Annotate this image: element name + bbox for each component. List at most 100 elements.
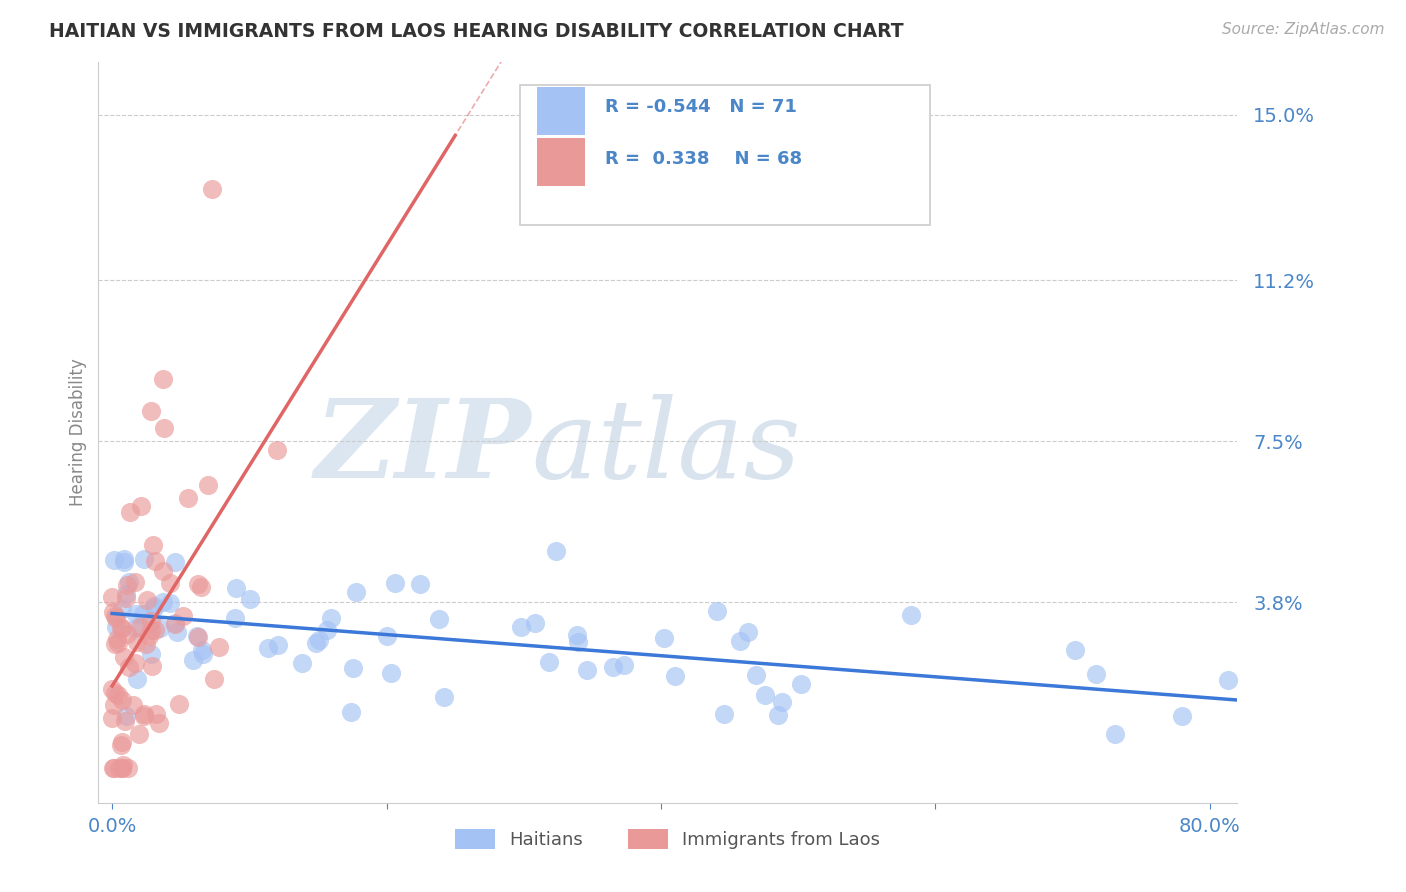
Text: ZIP: ZIP [315, 393, 531, 501]
FancyBboxPatch shape [537, 87, 585, 135]
Text: HAITIAN VS IMMIGRANTS FROM LAOS HEARING DISABILITY CORRELATION CHART: HAITIAN VS IMMIGRANTS FROM LAOS HEARING … [49, 22, 904, 41]
Point [111, 693, 134, 707]
Point [124, 575, 146, 590]
Point [197, 478, 219, 492]
Point [107, 636, 129, 650]
Point [124, 657, 146, 671]
Point [143, 601, 166, 615]
Point [117, 575, 139, 590]
Point [103, 605, 125, 619]
FancyBboxPatch shape [537, 138, 585, 186]
Point [266, 443, 288, 458]
Point [110, 621, 132, 635]
Point [104, 609, 127, 624]
Point [105, 620, 128, 634]
Point [115, 587, 138, 601]
Point [103, 761, 125, 775]
Point [190, 580, 212, 594]
Point [114, 591, 136, 605]
Point [172, 608, 194, 623]
Point [575, 663, 598, 677]
Text: R =  0.338    N = 68: R = 0.338 N = 68 [605, 150, 803, 168]
Point [122, 698, 145, 713]
Point [1063, 643, 1085, 657]
Point [291, 656, 314, 670]
Point [138, 629, 160, 643]
Point [565, 628, 588, 642]
Point [117, 578, 139, 592]
Legend: Haitians, Immigrants from Laos: Haitians, Immigrants from Laos [449, 822, 887, 856]
Point [125, 635, 148, 649]
Point [143, 623, 166, 637]
Point [427, 612, 450, 626]
Point [111, 621, 134, 635]
Point [111, 602, 134, 616]
Point [384, 575, 406, 590]
Point [409, 577, 432, 591]
Point [510, 620, 533, 634]
Point [380, 665, 402, 680]
Point [141, 659, 163, 673]
Point [142, 599, 165, 614]
FancyBboxPatch shape [520, 85, 929, 226]
Point [152, 595, 174, 609]
Y-axis label: Hearing Disability: Hearing Disability [69, 359, 87, 507]
Point [202, 672, 225, 686]
Point [104, 637, 127, 651]
Point [176, 491, 198, 505]
Point [768, 708, 790, 723]
Point [105, 632, 128, 647]
Point [208, 640, 231, 655]
Point [143, 554, 166, 568]
Point [257, 640, 280, 655]
Point [900, 608, 922, 623]
Point [132, 708, 155, 723]
Point [737, 624, 759, 639]
Point [163, 555, 186, 569]
Point [225, 581, 247, 595]
Point [745, 668, 768, 682]
Point [141, 623, 163, 637]
Point [112, 758, 135, 772]
Point [110, 739, 132, 753]
Point [111, 761, 134, 775]
Point [166, 625, 188, 640]
Point [186, 629, 208, 643]
Point [167, 697, 190, 711]
Point [117, 660, 139, 674]
Point [129, 499, 152, 513]
Point [1085, 667, 1108, 681]
Point [101, 711, 124, 725]
Point [187, 630, 209, 644]
Point [613, 657, 636, 672]
Point [602, 660, 624, 674]
Point [340, 705, 363, 719]
Point [114, 714, 136, 728]
Point [664, 668, 686, 682]
Point [1216, 673, 1239, 688]
Point [159, 576, 181, 591]
Point [342, 661, 364, 675]
Point [141, 614, 163, 628]
Point [730, 633, 752, 648]
Point [145, 707, 167, 722]
Point [139, 647, 162, 661]
Point [201, 182, 224, 196]
Point [101, 591, 124, 605]
Point [770, 695, 793, 709]
Point [142, 538, 165, 552]
Point [224, 611, 246, 625]
Point [790, 677, 813, 691]
Text: R = -0.544   N = 71: R = -0.544 N = 71 [605, 98, 797, 116]
Point [308, 632, 330, 647]
Point [129, 620, 152, 634]
Point [149, 621, 172, 635]
Point [187, 577, 209, 591]
Point [136, 592, 159, 607]
Point [544, 544, 567, 558]
Point [125, 621, 148, 635]
Point [538, 655, 561, 669]
Point [706, 604, 728, 618]
Point [1170, 709, 1192, 723]
Point [321, 611, 343, 625]
